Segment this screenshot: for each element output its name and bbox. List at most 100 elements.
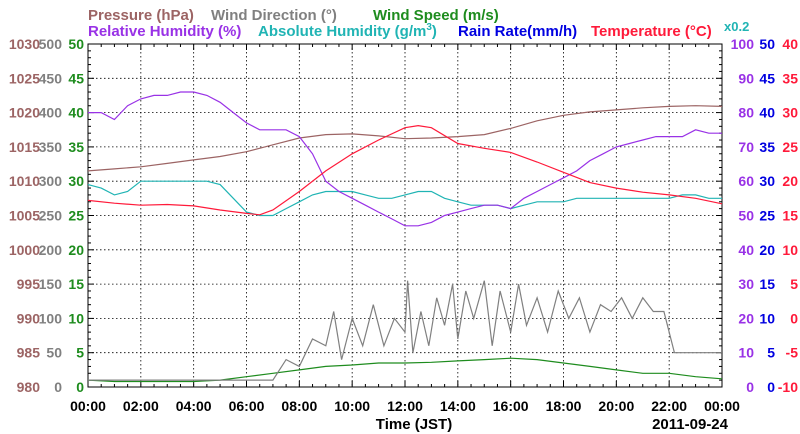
y-tick-label-pressure: 1000 <box>9 242 40 258</box>
x-tick-label: 16:00 <box>493 398 529 414</box>
y-tick-label-wind_direction: 350 <box>39 139 63 155</box>
y-tick-label-relative_humidity: 0 <box>746 379 754 395</box>
y-tick-label-rain_rate: 0 <box>767 379 775 395</box>
x-tick-label: 12:00 <box>387 398 423 414</box>
y-tick-label-pressure: 1005 <box>9 208 40 224</box>
y-tick-label-wind_speed: 15 <box>68 276 84 292</box>
y-tick-label-temperature: -5 <box>786 345 799 361</box>
x-tick-label: 00:00 <box>70 398 106 414</box>
y-tick-label-wind_speed: 25 <box>68 208 84 224</box>
y-tick-label-wind_direction: 250 <box>39 208 63 224</box>
x-tick-label: 06:00 <box>229 398 265 414</box>
y-tick-label-rain_rate: 35 <box>759 139 775 155</box>
y-tick-label-wind_direction: 50 <box>46 345 62 361</box>
series-line <box>88 91 722 227</box>
y-tick-label-pressure: 1025 <box>9 70 40 86</box>
y-tick-label-wind_speed: 50 <box>68 36 84 52</box>
y-tick-label-relative_humidity: 80 <box>738 105 754 121</box>
y-tick-label-wind_direction: 450 <box>39 70 63 86</box>
legend-rain-rate: Rain Rate(mm/h) <box>458 23 577 40</box>
y-tick-label-wind_speed: 5 <box>76 345 84 361</box>
y-tick-label-relative_humidity: 20 <box>738 310 754 326</box>
legend-pressure: Pressure (hPa) <box>88 7 194 24</box>
series-line <box>87 357 723 383</box>
legend-wind-direction: Wind Direction (°) <box>211 7 337 24</box>
x-tick-label: 18:00 <box>546 398 582 414</box>
x-tick-label: 10:00 <box>334 398 370 414</box>
y-tick-label-wind_speed: 45 <box>68 70 84 86</box>
grid-lines <box>88 44 722 387</box>
y-tick-label-wind_direction: 0 <box>54 379 62 395</box>
y-tick-label-pressure: 990 <box>17 310 41 326</box>
y-tick-label-rain_rate: 25 <box>759 208 775 224</box>
series-line <box>87 124 723 216</box>
y-tick-label-relative_humidity: 70 <box>738 139 754 155</box>
date-label: 2011-09-24 <box>652 416 729 433</box>
y-tick-label-relative_humidity: 30 <box>738 276 754 292</box>
y-tick-label-rain_rate: 10 <box>759 310 775 326</box>
series-line <box>87 105 723 172</box>
legend-absolute-humidity-sup: 3 <box>426 22 432 33</box>
y-tick-label-temperature: 20 <box>782 173 798 189</box>
legend-rain-scale: x0.2 <box>724 19 749 34</box>
y-tick-label-wind_direction: 100 <box>39 310 63 326</box>
y-tick-label-temperature: 40 <box>782 36 798 52</box>
y-tick-label-temperature: 0 <box>790 310 798 326</box>
y-tick-label-pressure: 995 <box>17 276 41 292</box>
legend-absolute-humidity-label: Absolute Humidity (g/m <box>258 23 426 40</box>
y-tick-label-pressure: 1020 <box>9 105 40 121</box>
legend-absolute-humidity-close: ) <box>432 23 437 40</box>
y-tick-label-temperature: 35 <box>782 70 798 86</box>
series-group <box>87 91 723 383</box>
y-tick-label-relative_humidity: 50 <box>738 208 754 224</box>
y-tick-label-rain_rate: 15 <box>759 276 775 292</box>
y-tick-label-rain_rate: 50 <box>759 36 775 52</box>
y-tick-label-temperature: -10 <box>778 379 798 395</box>
legend-absolute-humidity: Absolute Humidity (g/m3) <box>258 22 437 40</box>
y-tick-label-relative_humidity: 60 <box>738 173 754 189</box>
y-tick-label-rain_rate: 20 <box>759 242 775 258</box>
y-tick-label-rain_rate: 5 <box>767 345 775 361</box>
y-tick-label-wind_speed: 0 <box>76 379 84 395</box>
y-tick-label-pressure: 1010 <box>9 173 40 189</box>
y-tick-label-wind_speed: 30 <box>68 173 84 189</box>
y-tick-label-pressure: 985 <box>17 345 41 361</box>
x-tick-label: 04:00 <box>176 398 212 414</box>
x-tick-label: 22:00 <box>651 398 687 414</box>
y-tick-label-wind_direction: 150 <box>39 276 63 292</box>
y-tick-label-pressure: 1030 <box>9 36 40 52</box>
y-tick-label-temperature: 15 <box>782 208 798 224</box>
series-line <box>88 280 722 381</box>
x-axis-label: Time (JST) <box>376 416 452 433</box>
y-tick-label-wind_direction: 500 <box>39 36 63 52</box>
y-tick-label-rain_rate: 40 <box>759 105 775 121</box>
legend-relative-humidity: Relative Humidity (%) <box>88 23 241 40</box>
y-tick-label-wind_direction: 200 <box>39 242 63 258</box>
y-tick-label-wind_direction: 400 <box>39 105 63 121</box>
legend-wind-speed: Wind Speed (m/s) <box>373 7 499 24</box>
y-tick-label-rain_rate: 30 <box>759 173 775 189</box>
y-tick-label-temperature: 30 <box>782 105 798 121</box>
x-tick-labels: 00:00 02:00 04:00 06:00 08:00 10:00 12:00 14:00… <box>70 398 740 414</box>
y-tick-label-wind_speed: 20 <box>68 242 84 258</box>
y-tick-label-relative_humidity: 100 <box>731 36 755 52</box>
tick-marks <box>87 43 723 388</box>
x-tick-label: 02:00 <box>123 398 159 414</box>
y-tick-label-wind_speed: 35 <box>68 139 84 155</box>
x-tick-label: 00:00 <box>704 398 740 414</box>
y-tick-label-relative_humidity: 40 <box>738 242 754 258</box>
y-tick-label-pressure: 980 <box>17 379 41 395</box>
y-tick-label-rain_rate: 45 <box>759 70 775 86</box>
y-tick-label-temperature: 10 <box>782 242 798 258</box>
y-tick-label-wind_speed: 10 <box>68 310 84 326</box>
y-tick-labels: 1030102510201015101010051000995990985980… <box>9 36 798 395</box>
y-tick-label-relative_humidity: 90 <box>738 70 754 86</box>
x-tick-label: 14:00 <box>440 398 476 414</box>
x-tick-label: 20:00 <box>598 398 634 414</box>
y-tick-label-relative_humidity: 10 <box>738 345 754 361</box>
y-tick-label-temperature: 5 <box>790 276 798 292</box>
y-tick-label-pressure: 1015 <box>9 139 40 155</box>
y-tick-label-wind_speed: 40 <box>68 105 84 121</box>
x-tick-label: 08:00 <box>281 398 317 414</box>
